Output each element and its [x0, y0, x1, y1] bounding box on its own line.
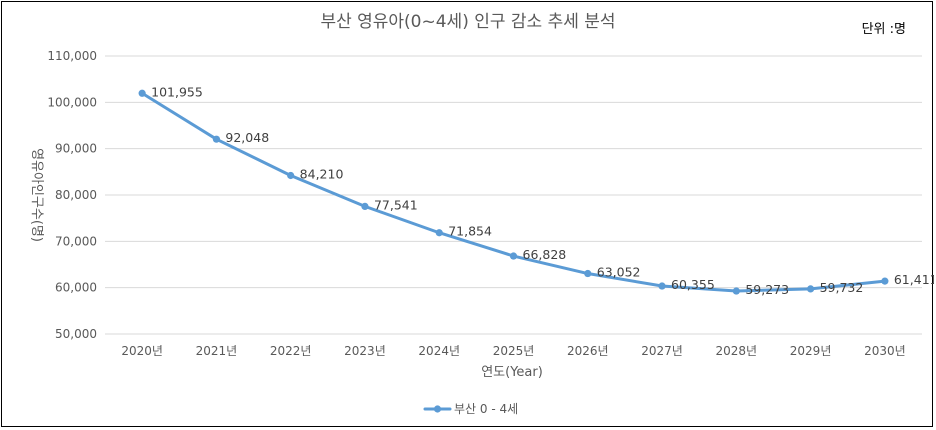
- data-point: [287, 171, 295, 180]
- data-labels: 101,955 92,048 84,210 77,541 71,854 66,828 63,…: [151, 84, 934, 297]
- data-label: 66,828: [523, 247, 567, 262]
- chart-title: 부산 영유아(0~4세) 인구 감소 추세 분석: [320, 12, 615, 32]
- data-label: 59,273: [745, 282, 789, 297]
- data-label: 60,355: [671, 277, 715, 292]
- y-axis-label: 영유아인구수(명): [29, 148, 44, 242]
- y-tick-label: 90,000: [55, 142, 97, 156]
- data-label: 92,048: [225, 130, 269, 145]
- data-point: [509, 252, 518, 260]
- x-tick-label: 2023년: [344, 344, 386, 358]
- x-tick-label: 2030년: [864, 344, 906, 358]
- data-label: 84,210: [300, 166, 344, 181]
- data-point: [212, 135, 221, 143]
- gridlines: [105, 55, 922, 335]
- x-tick-label: 2020년: [121, 344, 163, 358]
- data-point: [435, 229, 443, 237]
- y-tick-label: 60,000: [55, 281, 97, 295]
- y-axis-ticks: 50,000 60,000 70,000 80,000 90,000 100,000 110…: [47, 49, 97, 341]
- data-label: 63,052: [597, 265, 641, 280]
- data-label: 59,732: [820, 280, 864, 295]
- y-tick-label: 100,000: [47, 95, 97, 109]
- x-tick-label: 2026년: [567, 344, 609, 358]
- data-label: 101,955: [151, 84, 203, 99]
- series-line: [140, 91, 887, 293]
- data-point: [732, 287, 740, 295]
- x-tick-label: 2027년: [641, 344, 683, 358]
- series-busan-0-4: [138, 89, 889, 295]
- x-tick-label: 2029년: [790, 344, 832, 358]
- legend-point-marker: [433, 405, 442, 413]
- unit-label: 단위 :명: [862, 22, 906, 37]
- data-point: [881, 277, 889, 285]
- x-tick-label: 2021년: [196, 344, 238, 358]
- data-label: 71,854: [448, 224, 492, 239]
- x-tick-label: 2025년: [493, 344, 535, 358]
- data-point: [138, 89, 146, 97]
- data-label: 77,541: [374, 197, 418, 212]
- y-tick-label: 70,000: [55, 234, 97, 248]
- data-label: 61,411: [894, 272, 934, 287]
- data-point: [584, 269, 592, 278]
- x-tick-label: 2024년: [418, 344, 460, 358]
- x-axis-label: 연도(Year): [481, 365, 543, 380]
- data-point: [806, 285, 815, 293]
- legend-label: 부산 0 - 4세: [454, 402, 518, 416]
- legend: 부산 0 - 4세: [423, 402, 518, 416]
- y-tick-label: 110,000: [47, 49, 97, 63]
- x-axis-ticks: 2020년 2021년 2022년 2023년 2024년 2025년 2026년 2027년…: [121, 344, 905, 358]
- data-point: [361, 202, 369, 210]
- y-tick-label: 50,000: [55, 327, 97, 341]
- x-tick-label: 2022년: [270, 344, 312, 358]
- x-tick-label: 2028년: [716, 344, 758, 358]
- y-tick-label: 80,000: [55, 188, 97, 202]
- data-point: [658, 282, 666, 290]
